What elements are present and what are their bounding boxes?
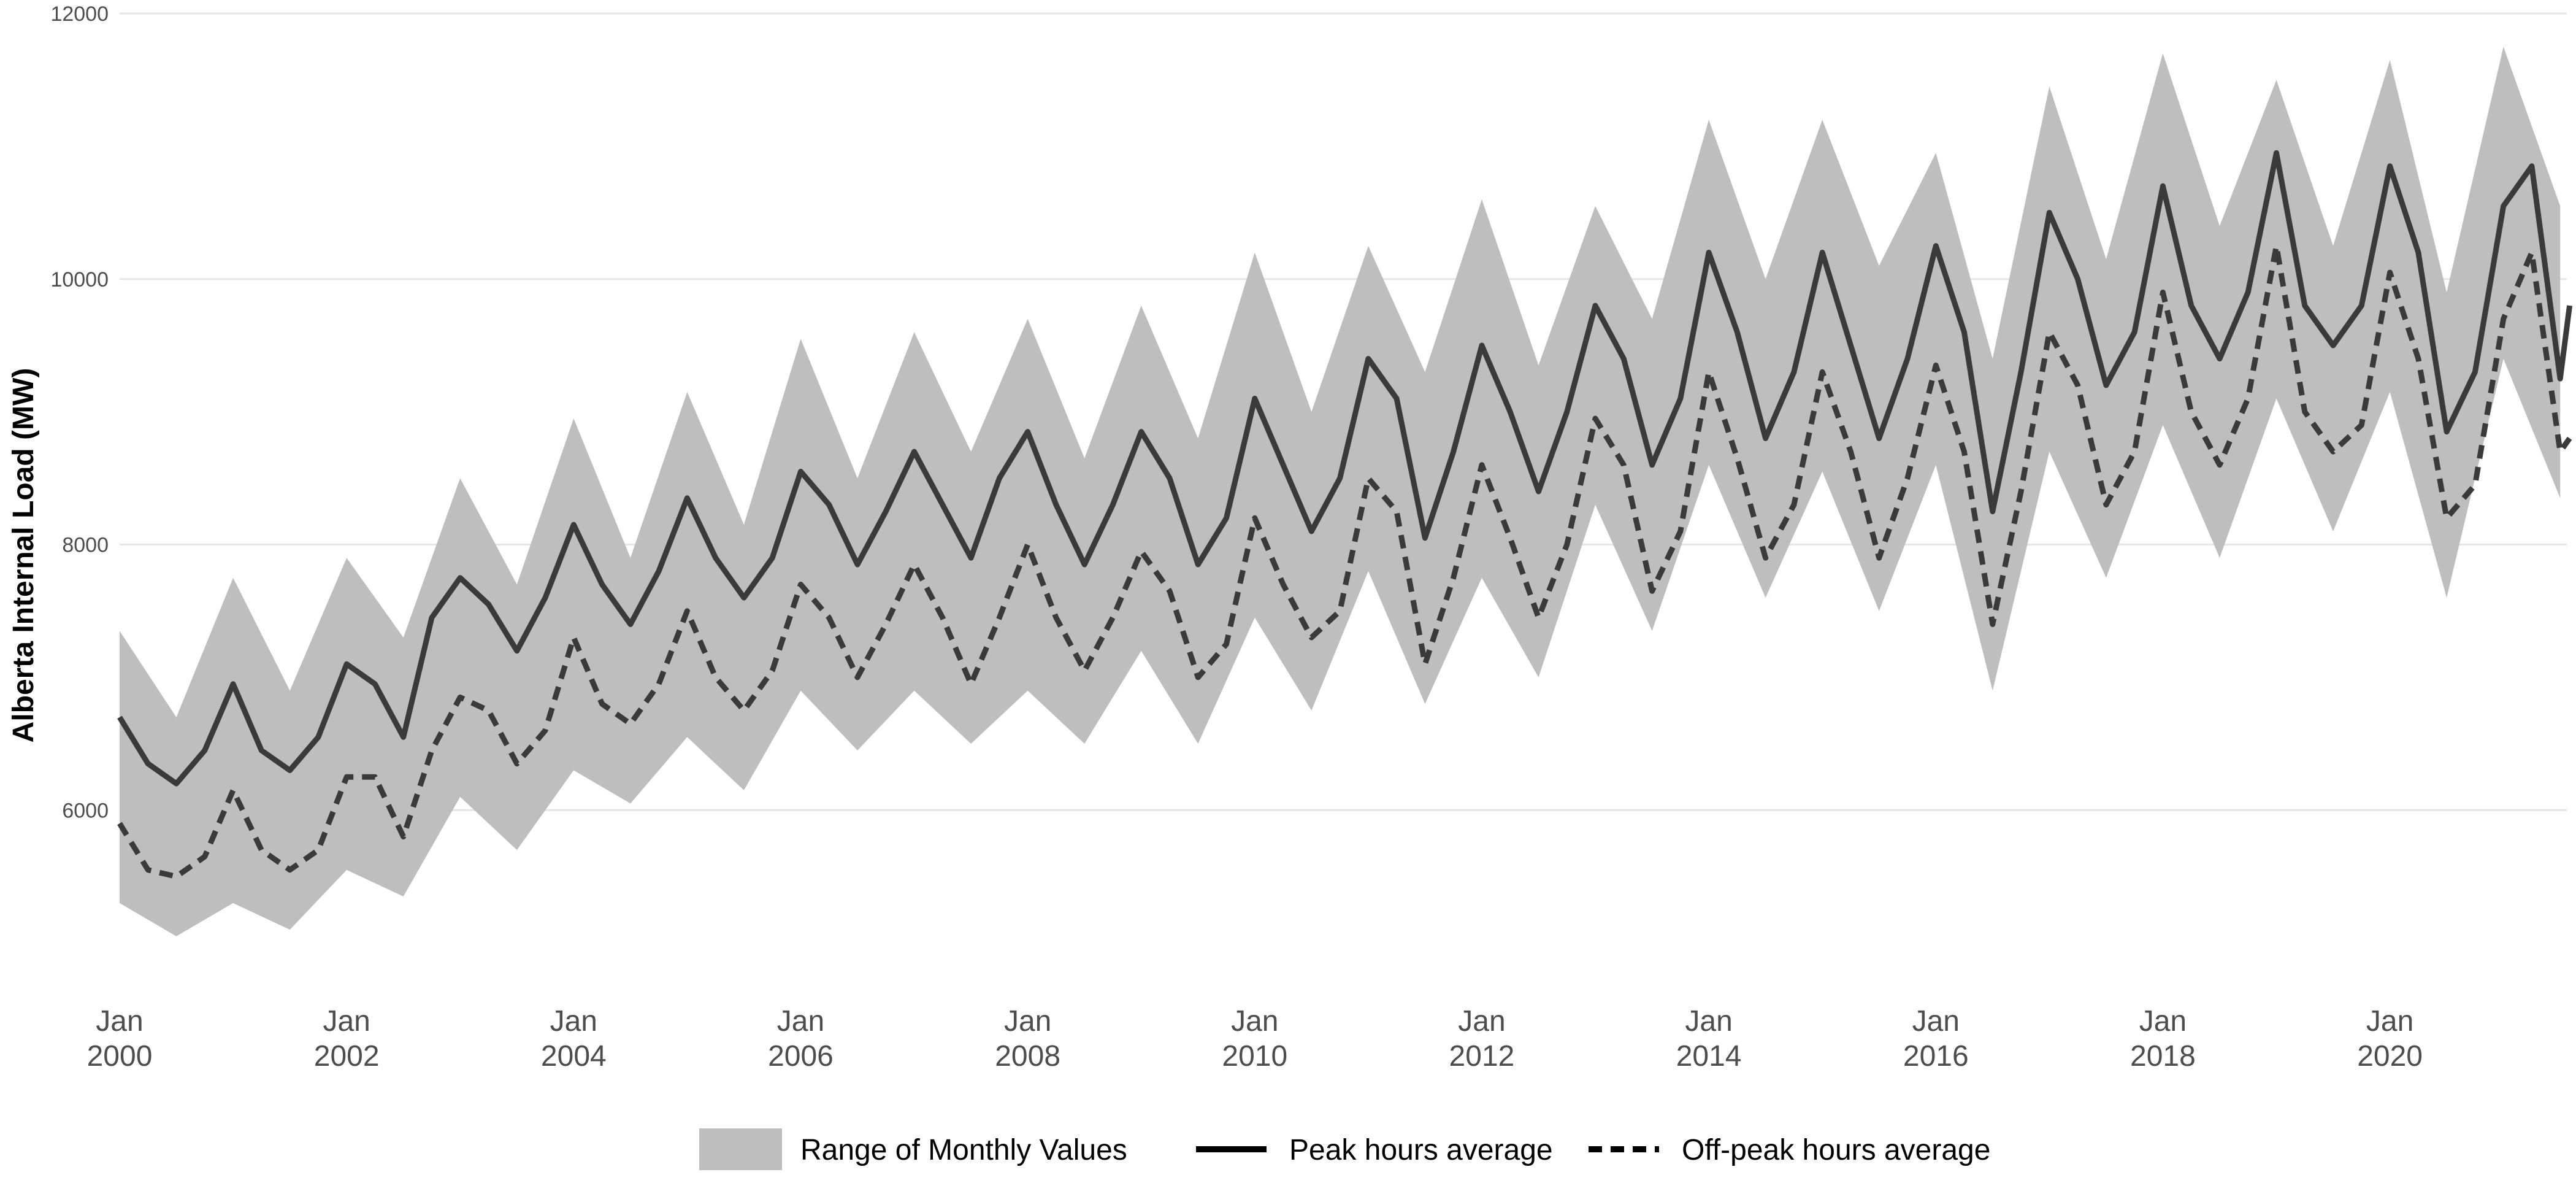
x-tick-label: Jan — [96, 1005, 143, 1038]
series-lines — [117, 150, 2573, 879]
y-axis-label: Alberta Internal Load (MW) — [7, 368, 40, 743]
off-peak-line — [117, 243, 2572, 879]
x-tick-label: 2016 — [1903, 1040, 1969, 1073]
x-tick-label: Jan — [1912, 1005, 1960, 1038]
legend-item: Peak hours average — [1196, 1134, 1553, 1166]
x-tick-label: 2020 — [2357, 1040, 2423, 1073]
x-tick-label: Jan — [1231, 1005, 1278, 1038]
x-tick-label: Jan — [1458, 1005, 1505, 1038]
x-tick-label: 2006 — [768, 1040, 834, 1073]
legend-key-range — [699, 1128, 782, 1170]
peak-line — [117, 150, 2573, 787]
legend-label: Peak hours average — [1289, 1134, 1553, 1166]
x-tick-label: 2000 — [87, 1040, 153, 1073]
y-tick-label: 8000 — [62, 534, 109, 557]
x-tick-label: Jan — [1004, 1005, 1051, 1038]
x-tick-label: 2002 — [314, 1040, 380, 1073]
x-tick-label: Jan — [777, 1005, 824, 1038]
range-ribbon-area — [120, 47, 2561, 936]
x-tick-label: 2018 — [2130, 1040, 2196, 1073]
x-tick-label: 2012 — [1449, 1040, 1515, 1073]
x-tick-label: Jan — [2366, 1005, 2413, 1038]
x-tick-label: Jan — [1685, 1005, 1732, 1038]
y-tick-label: 12000 — [50, 2, 109, 26]
x-tick-label: Jan — [323, 1005, 370, 1038]
legend-item: Off-peak hours average — [1589, 1134, 1990, 1166]
legend-item: Range of Monthly Values — [699, 1128, 1127, 1170]
y-tick-label: 10000 — [50, 268, 109, 291]
legend: Range of Monthly Values Peak hours averag… — [699, 1128, 1990, 1170]
x-tick-label: Jan — [2139, 1005, 2187, 1038]
x-tick-label: 2014 — [1676, 1040, 1742, 1073]
legend-label: Off-peak hours average — [1682, 1134, 1990, 1166]
y-axis: 6000 8000 10000 12000 — [50, 2, 109, 822]
range-ribbon — [120, 47, 2561, 936]
x-tick-label: Jan — [550, 1005, 597, 1038]
grid-lines — [120, 12, 2567, 811]
y-tick-label: 6000 — [62, 799, 109, 822]
x-tick-label: 2008 — [995, 1040, 1060, 1073]
x-tick-label: 2004 — [541, 1040, 607, 1073]
x-axis: Jan2000Jan2002Jan2004Jan2006Jan2008Jan20… — [87, 1005, 2423, 1073]
legend-label: Range of Monthly Values — [800, 1134, 1127, 1166]
x-tick-label: 2010 — [1222, 1040, 1287, 1073]
